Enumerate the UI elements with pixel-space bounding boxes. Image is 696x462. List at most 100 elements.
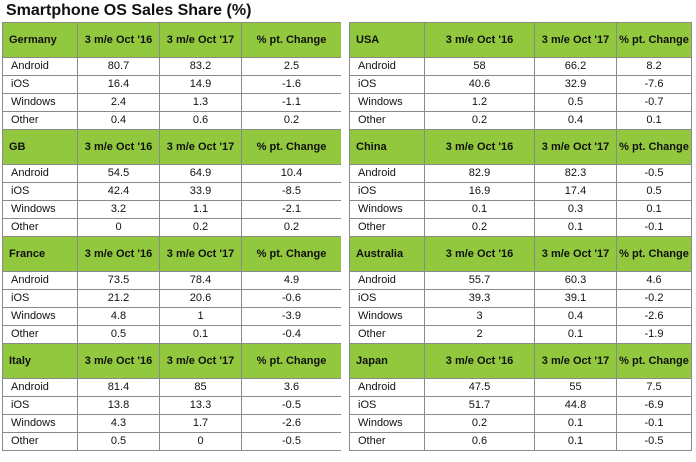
table-row: Windows 4.8 1 -3.9: [2, 307, 342, 326]
os-name: iOS: [2, 396, 78, 415]
value-v17: 14.9: [159, 75, 242, 94]
os-name: Android: [349, 57, 425, 76]
os-name: Other: [2, 218, 78, 237]
column-header: 3 m/e Oct '16: [77, 22, 160, 58]
value-chg: -1.6: [241, 75, 342, 94]
os-name: Windows: [2, 200, 78, 219]
value-chg: -1.9: [616, 325, 692, 344]
value-chg: 8.2: [616, 57, 692, 76]
value-v16: 2.4: [77, 93, 160, 112]
value-v17: 55: [534, 378, 617, 397]
os-name: Windows: [349, 200, 425, 219]
value-v17: 0.1: [534, 432, 617, 451]
table-row: Other 0.4 0.6 0.2: [2, 111, 342, 130]
value-chg: -0.5: [241, 396, 342, 415]
value-chg: -1.1: [241, 93, 342, 112]
value-chg: 4.9: [241, 271, 342, 290]
value-v16: 4.8: [77, 307, 160, 326]
column-header: 3 m/e Oct '17: [159, 129, 242, 165]
value-v17: 32.9: [534, 75, 617, 94]
table-row: Windows 0.1 0.3 0.1: [349, 200, 692, 219]
table-row: Other 0.5 0 -0.5: [2, 432, 342, 451]
table-row: Android 80.7 83.2 2.5: [2, 57, 342, 76]
value-v16: 0.2: [424, 111, 535, 130]
value-v16: 51.7: [424, 396, 535, 415]
region-header-gb: GB 3 m/e Oct '16 3 m/e Oct '17% pt. Change: [2, 129, 342, 165]
table-row: Windows 0.2 0.1 -0.1: [349, 414, 692, 433]
table-row: Other 0.5 0.1 -0.4: [2, 325, 342, 344]
value-chg: 0.2: [241, 218, 342, 237]
os-name: Windows: [349, 93, 425, 112]
value-v16: 0: [77, 218, 160, 237]
table-row: Android 82.9 82.3 -0.5: [349, 164, 692, 183]
value-chg: 0.5: [616, 182, 692, 201]
os-name: Other: [349, 111, 425, 130]
table-row: iOS 40.6 32.9 -7.6: [349, 75, 692, 94]
value-v16: 0.6: [424, 432, 535, 451]
os-name: Other: [349, 218, 425, 237]
value-v16: 0.1: [424, 200, 535, 219]
page-title: Smartphone OS Sales Share (%): [6, 2, 252, 19]
column-gap: [341, 22, 349, 462]
table-row: iOS 42.4 33.9 -8.5: [2, 182, 342, 201]
value-v16: 82.9: [424, 164, 535, 183]
value-v16: 3.2: [77, 200, 160, 219]
region-header-france: France 3 m/e Oct '16 3 m/e Oct '17% pt. Ch…: [2, 236, 342, 272]
table-row: Android 81.4 85 3.6: [2, 378, 342, 397]
value-v17: 0.4: [534, 307, 617, 326]
value-v17: 44.8: [534, 396, 617, 415]
column-header: % pt. Change: [241, 129, 342, 165]
column-header: 3 m/e Oct '16: [424, 343, 535, 379]
value-chg: -0.4: [241, 325, 342, 344]
table-row: iOS 51.7 44.8 -6.9: [349, 396, 692, 415]
os-name: iOS: [349, 75, 425, 94]
value-v16: 0.5: [77, 432, 160, 451]
os-name: Android: [2, 271, 78, 290]
value-v17: 0.6: [159, 111, 242, 130]
table-row: Other 0.2 0.4 0.1: [349, 111, 692, 130]
value-v16: 0.5: [77, 325, 160, 344]
os-name: Android: [2, 378, 78, 397]
os-name: iOS: [2, 75, 78, 94]
value-v17: 83.2: [159, 57, 242, 76]
value-v16: 16.9: [424, 182, 535, 201]
value-v17: 85: [159, 378, 242, 397]
value-chg: 7.5: [616, 378, 692, 397]
value-v17: 13.3: [159, 396, 242, 415]
table-row: Android 47.5 55 7.5: [349, 378, 692, 397]
value-chg: -7.6: [616, 75, 692, 94]
value-v16: 3: [424, 307, 535, 326]
value-v17: 1.1: [159, 200, 242, 219]
value-chg: 0.2: [241, 111, 342, 130]
column-header: % pt. Change: [241, 236, 342, 272]
value-v16: 73.5: [77, 271, 160, 290]
value-v17: 1: [159, 307, 242, 326]
value-v17: 0.1: [159, 325, 242, 344]
value-v17: 39.1: [534, 289, 617, 308]
table-row: Android 55.7 60.3 4.6: [349, 271, 692, 290]
value-v16: 4.3: [77, 414, 160, 433]
value-v17: 0.1: [534, 325, 617, 344]
value-chg: 0.1: [616, 111, 692, 130]
column-header: 3 m/e Oct '17: [534, 22, 617, 58]
value-v16: 54.5: [77, 164, 160, 183]
os-name: Other: [2, 325, 78, 344]
column-header: 3 m/e Oct '17: [534, 343, 617, 379]
value-chg: -2.6: [241, 414, 342, 433]
column-header: % pt. Change: [241, 22, 342, 58]
value-v16: 0.4: [77, 111, 160, 130]
value-v16: 16.4: [77, 75, 160, 94]
value-chg: -0.5: [616, 432, 692, 451]
table-row: iOS 39.3 39.1 -0.2: [349, 289, 692, 308]
value-v17: 1.3: [159, 93, 242, 112]
region-header-usa: USA 3 m/e Oct '16 3 m/e Oct '17% pt. Chang…: [349, 22, 692, 58]
value-v16: 13.8: [77, 396, 160, 415]
value-v16: 39.3: [424, 289, 535, 308]
value-v17: 78.4: [159, 271, 242, 290]
column-header: 3 m/e Oct '16: [77, 343, 160, 379]
value-chg: 4.6: [616, 271, 692, 290]
value-chg: -0.7: [616, 93, 692, 112]
value-v17: 64.9: [159, 164, 242, 183]
column-header: % pt. Change: [616, 129, 692, 165]
value-v16: 2: [424, 325, 535, 344]
